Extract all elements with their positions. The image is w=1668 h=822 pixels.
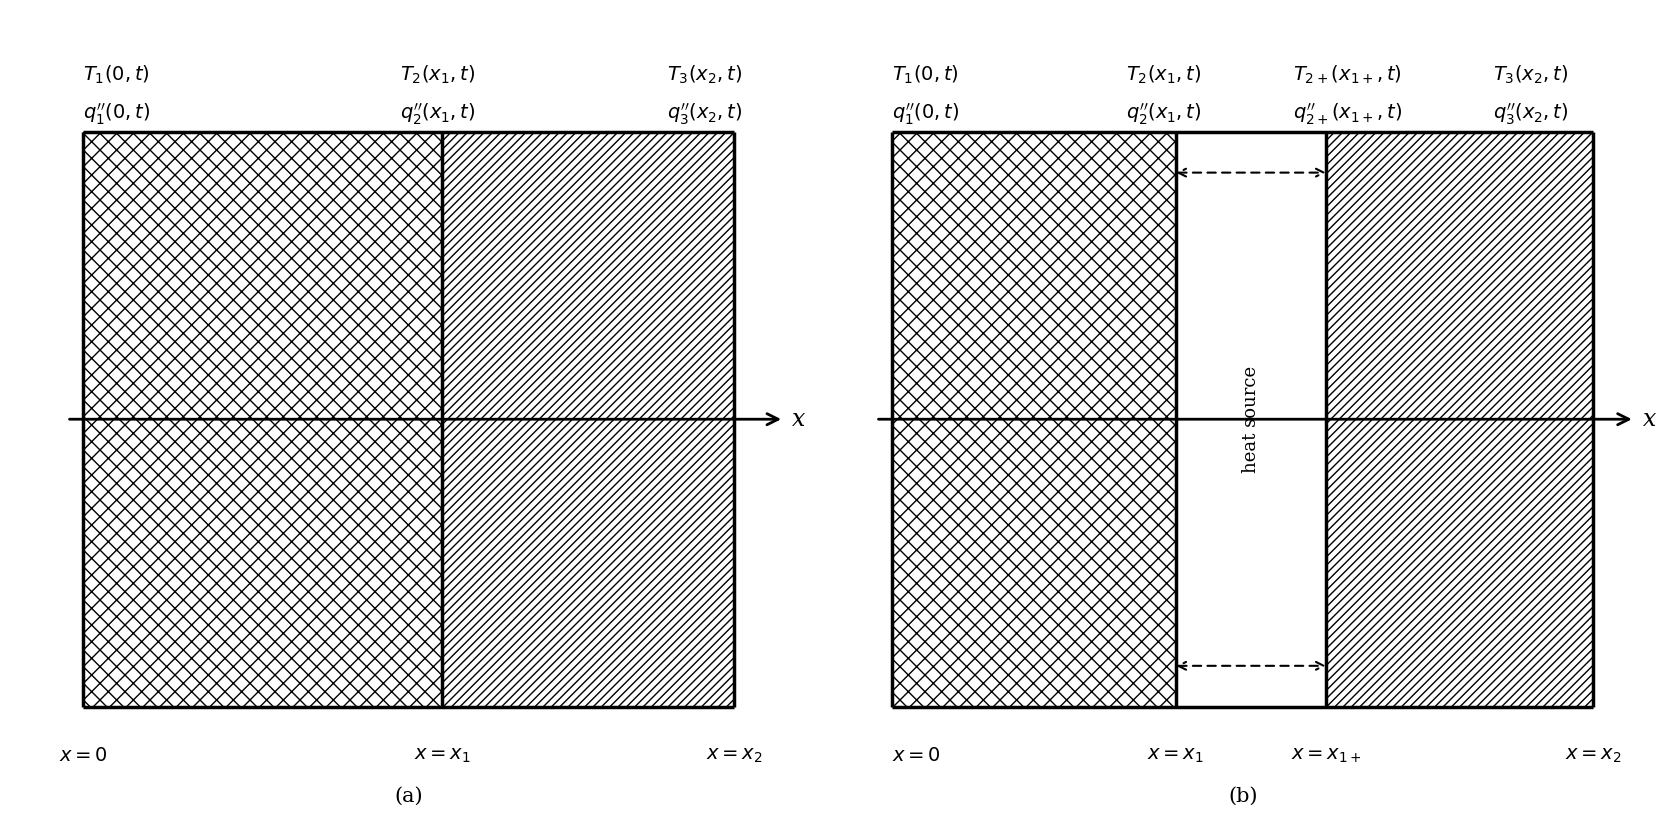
Text: (b): (b) xyxy=(1228,787,1258,806)
Text: $q_1''(0,t)$: $q_1''(0,t)$ xyxy=(892,102,959,127)
Bar xyxy=(1176,132,1326,707)
Text: $T_2(x_1,t)$: $T_2(x_1,t)$ xyxy=(400,64,475,86)
Text: $x = x_2$: $x = x_2$ xyxy=(1565,747,1621,765)
Text: $q_1''(0,t)$: $q_1''(0,t)$ xyxy=(83,102,150,127)
Text: x: x xyxy=(792,408,806,431)
Text: $T_3(x_2,t)$: $T_3(x_2,t)$ xyxy=(1493,64,1568,86)
Text: $T_1(0,t)$: $T_1(0,t)$ xyxy=(83,64,150,86)
Text: $x = x_{1+}$: $x = x_{1+}$ xyxy=(1291,747,1361,765)
Bar xyxy=(892,132,1176,707)
Text: $T_1(0,t)$: $T_1(0,t)$ xyxy=(892,64,959,86)
Text: $q_2''(x_1,t)$: $q_2''(x_1,t)$ xyxy=(400,102,475,127)
Text: $T_{2+}(x_{1+},t)$: $T_{2+}(x_{1+},t)$ xyxy=(1293,64,1401,86)
Text: $x = 0$: $x = 0$ xyxy=(58,747,108,765)
Text: heat source: heat source xyxy=(1243,366,1259,473)
Text: $T_2(x_1,t)$: $T_2(x_1,t)$ xyxy=(1126,64,1201,86)
Text: $x = 0$: $x = 0$ xyxy=(892,747,941,765)
Bar xyxy=(442,132,734,707)
Text: $q_3''(x_2,t)$: $q_3''(x_2,t)$ xyxy=(1493,102,1568,127)
Text: $x = x_1$: $x = x_1$ xyxy=(1148,747,1204,765)
Text: x: x xyxy=(1643,408,1656,431)
Text: $T_3(x_2,t)$: $T_3(x_2,t)$ xyxy=(667,64,742,86)
Text: $q_{2+}''(x_{1+},t)$: $q_{2+}''(x_{1+},t)$ xyxy=(1293,102,1401,127)
Bar xyxy=(1326,132,1593,707)
Text: $x = x_1$: $x = x_1$ xyxy=(414,747,470,765)
Text: (a): (a) xyxy=(394,787,424,806)
Bar xyxy=(83,132,442,707)
Text: $q_3''(x_2,t)$: $q_3''(x_2,t)$ xyxy=(667,102,742,127)
Text: $q_2''(x_1,t)$: $q_2''(x_1,t)$ xyxy=(1126,102,1201,127)
Text: $x = x_2$: $x = x_2$ xyxy=(706,747,762,765)
